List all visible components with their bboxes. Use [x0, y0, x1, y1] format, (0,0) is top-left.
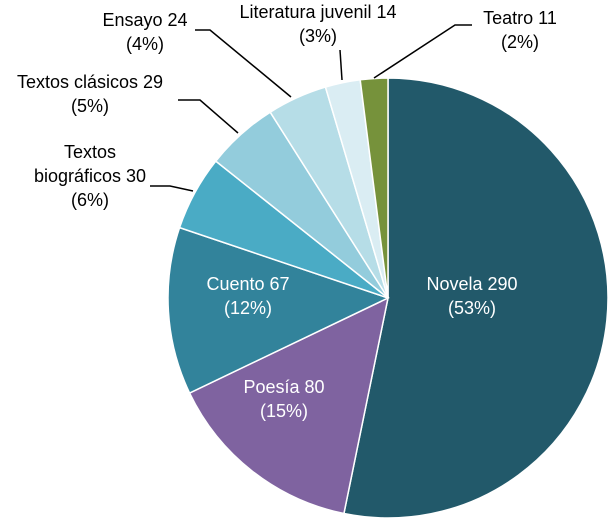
category-name: Novela [426, 274, 483, 294]
category-name: Teatro [483, 8, 534, 28]
value-label: 29 [143, 72, 164, 92]
percent-label: (3%) [298, 26, 337, 46]
data-label: Cuento 67 (12%) [178, 272, 318, 320]
percent-label: (12%) [223, 298, 272, 318]
pie-slice [167, 226, 390, 395]
data-label: Literatura juvenil 14 (3%) [218, 0, 418, 48]
category-name: Textos biográficos [33, 142, 121, 186]
data-label: Poesía 80 (15%) [214, 375, 354, 423]
leader-line [150, 185, 194, 192]
data-label: Textos clásicos 29 (5%) [0, 70, 180, 118]
leader-line [373, 24, 472, 79]
category-name: Literatura juvenil [239, 2, 372, 22]
pie-slice [359, 77, 389, 299]
data-label: Novela 290 (53%) [402, 272, 542, 320]
category-name: Ensayo [102, 10, 163, 30]
percent-label: (5%) [70, 96, 109, 116]
data-label: Ensayo 24 (4%) [90, 8, 200, 56]
category-name: Cuento [206, 274, 265, 294]
value-label: 30 [126, 166, 147, 186]
leader-line [195, 29, 292, 98]
percent-label: (2%) [500, 32, 539, 52]
value-label: 24 [167, 10, 188, 30]
leader-line [339, 49, 343, 81]
value-label: 80 [304, 377, 325, 397]
value-label: 14 [376, 2, 397, 22]
value-label: 290 [487, 274, 518, 294]
data-label: Teatro 11 (2%) [460, 6, 580, 54]
slices [167, 77, 609, 519]
data-label: Textos biográficos 30 (6%) [20, 140, 160, 212]
leader-lines [150, 24, 472, 192]
category-name: Poesía [243, 377, 300, 397]
percent-label: (6%) [70, 190, 109, 210]
percent-label: (53%) [447, 298, 496, 318]
percent-label: (4%) [125, 34, 164, 54]
pie-slice [188, 296, 390, 515]
pie-slice [343, 77, 609, 519]
leader-line [178, 99, 239, 134]
value-label: 67 [269, 274, 290, 294]
category-name: Textos clásicos [16, 72, 138, 92]
percent-label: (15%) [259, 401, 308, 421]
value-label: 11 [538, 8, 557, 28]
